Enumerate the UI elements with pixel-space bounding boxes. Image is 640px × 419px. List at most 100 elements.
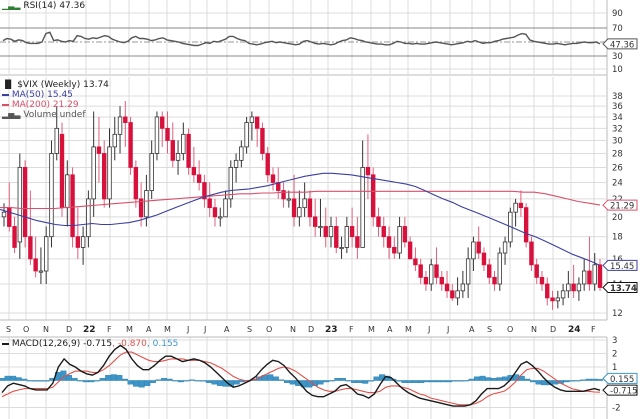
rsi-axis-tick: 30 (612, 52, 623, 62)
histogram-bar (317, 380, 324, 385)
ma50-label: MA(50) 15.45 (11, 90, 73, 100)
histogram-bar (423, 380, 430, 383)
histogram-bar (563, 380, 570, 383)
x-axis-month-label: D (550, 325, 556, 334)
candle-body (138, 198, 144, 218)
x-axis-month-label: N (290, 325, 296, 334)
histogram-bar (155, 379, 162, 381)
symbol-label: $VIX (Weekly) (17, 80, 81, 90)
candle-body (291, 198, 297, 218)
candle-body (471, 241, 476, 260)
candlestick-icon: ▐▌ (2, 80, 15, 89)
x-axis-month-label: F (107, 325, 112, 334)
histogram-bar (133, 380, 140, 387)
price-axis-tick: 18 (612, 233, 623, 243)
x-axis-month-label: M (368, 325, 375, 334)
histogram-bar (569, 380, 576, 382)
ma200-label: MA(200) 21.29 (11, 100, 79, 110)
rsi-legend: ▁▃▂ RSI(14) 47.36 (2, 1, 85, 11)
histogram-bar (172, 380, 179, 382)
candle-body (207, 198, 212, 209)
candle-body (328, 226, 334, 238)
candle-body (381, 226, 386, 238)
candle-body (54, 127, 59, 154)
macd-badge-text: -0.715 (610, 387, 637, 397)
histogram-bar (161, 378, 168, 381)
ma200-line (0, 190, 601, 210)
x-axis-month-label: A (469, 325, 475, 334)
ma200-badge-text: 21.29 (610, 202, 634, 212)
candle-body (22, 167, 28, 238)
histogram-bar (479, 375, 486, 381)
candle-body (407, 241, 413, 260)
candle-body (334, 226, 339, 248)
candle-body (102, 153, 107, 200)
candle-body (175, 153, 181, 161)
price-axis-tick: 26 (612, 163, 623, 173)
histogram-bar (339, 378, 346, 381)
candle-body (344, 226, 350, 248)
histogram-bar (26, 380, 33, 382)
candle-body (186, 133, 191, 168)
candle-body (323, 226, 328, 238)
candle-body (450, 290, 455, 299)
close-price-badge (602, 282, 638, 294)
candle-body (576, 283, 582, 292)
histogram-bar (440, 380, 447, 383)
volume-legend-row: ▂▅▃ Volume undef (2, 110, 109, 120)
histogram-bar (457, 380, 464, 382)
histogram-bar (468, 378, 475, 381)
candle-body (392, 247, 397, 254)
histogram-bar (574, 380, 581, 382)
candle-body (429, 264, 434, 285)
candle-body (86, 198, 91, 238)
x-axis-year-label: 24 (568, 325, 581, 335)
candle-body (1, 211, 7, 218)
candle-body (17, 167, 23, 243)
candle-body (270, 174, 276, 183)
histogram-bar (395, 380, 402, 382)
candle-body (75, 236, 81, 248)
x-axis-month-label: M (126, 325, 133, 334)
candle-body (497, 252, 502, 285)
x-axis-month-label: S (487, 325, 492, 334)
histogram-bar (0, 378, 5, 381)
rsi-badge-text: 47.36 (610, 40, 634, 50)
x-axis-month-label: D (66, 325, 72, 334)
candle-body (254, 116, 260, 129)
candle-body (260, 127, 265, 154)
rsi-value: 47.36 (59, 1, 86, 11)
histogram-bar (105, 375, 112, 381)
histogram-bar (267, 374, 274, 381)
histogram-bar (462, 380, 469, 382)
candle-body (455, 290, 460, 299)
candle-body (481, 252, 487, 266)
histogram-bar (121, 378, 128, 381)
histogram-badge-text: 0.155 (610, 375, 634, 385)
candle-body (566, 283, 571, 292)
histogram-bar (529, 380, 536, 383)
x-axis-month-label: S (247, 325, 252, 334)
histogram-bar (490, 378, 497, 381)
candle-body (529, 241, 534, 266)
candle-body (312, 216, 318, 227)
histogram-bar (38, 380, 45, 382)
candle-body (444, 283, 450, 292)
histogram-bar (524, 378, 531, 381)
price-axis-tick: 34 (612, 113, 623, 123)
x-axis-month-label: D (308, 325, 314, 334)
histogram-bar (71, 378, 78, 381)
price-title-row: ▐▌ $VIX (Weekly) 13.74 (2, 80, 109, 90)
macd-sep-1: , (112, 339, 115, 349)
x-axis-month-label: F (349, 325, 354, 334)
candle-body (360, 167, 365, 248)
candle-body (249, 116, 255, 123)
price-axis-tick: 12 (612, 309, 623, 319)
candle-body (96, 146, 102, 154)
ma200-legend-row: MA(200) 21.29 (2, 100, 109, 110)
x-axis-month-label: J (446, 325, 449, 334)
macd-legend: MACD(12,26,9) -0.715, -0.870, 0.155 (2, 339, 178, 349)
histogram-bar (446, 380, 453, 383)
histogram-bar (328, 380, 335, 382)
